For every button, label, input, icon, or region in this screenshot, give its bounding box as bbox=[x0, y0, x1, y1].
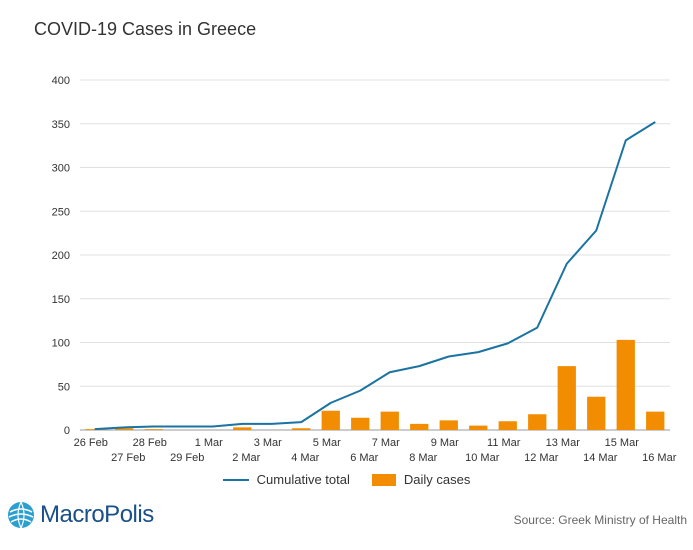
x-tick-label: 5 Mar bbox=[313, 437, 341, 449]
daily-bar[interactable] bbox=[557, 366, 576, 430]
chart-title: COVID-19 Cases in Greece bbox=[34, 19, 257, 39]
cumulative-line[interactable] bbox=[94, 121, 656, 431]
daily-bar[interactable] bbox=[616, 339, 635, 430]
x-tick-label: 28 Feb bbox=[133, 437, 167, 449]
x-tick-label: 15 Mar bbox=[605, 437, 640, 449]
daily-bar[interactable] bbox=[469, 425, 488, 430]
daily-bar[interactable] bbox=[380, 411, 399, 430]
daily-bar[interactable] bbox=[144, 429, 163, 430]
daily-bar[interactable] bbox=[498, 421, 517, 430]
daily-bar[interactable] bbox=[439, 420, 458, 430]
legend-label-cumulative: Cumulative total bbox=[256, 472, 350, 487]
daily-bar[interactable] bbox=[85, 429, 104, 430]
source-note: Source: Greek Ministry of Health bbox=[513, 513, 687, 527]
bars-layer bbox=[85, 339, 665, 430]
x-tick-label: 6 Mar bbox=[350, 452, 378, 464]
daily-bar[interactable] bbox=[233, 427, 252, 430]
x-tick-label: 14 Mar bbox=[583, 452, 618, 464]
y-tick-label: 150 bbox=[52, 294, 70, 306]
x-tick-label: 8 Mar bbox=[409, 452, 437, 464]
y-tick-label: 300 bbox=[52, 163, 70, 175]
daily-bar[interactable] bbox=[115, 428, 134, 430]
x-tick-label: 26 Feb bbox=[74, 437, 108, 449]
x-tick-label: 7 Mar bbox=[372, 437, 400, 449]
x-tick-label: 2 Mar bbox=[232, 452, 260, 464]
x-tick-label: 1 Mar bbox=[195, 437, 223, 449]
x-tick-label: 12 Mar bbox=[524, 452, 559, 464]
legend-item-daily[interactable]: Daily cases bbox=[371, 472, 471, 487]
legend-line-swatch bbox=[222, 478, 249, 481]
y-tick-label: 400 bbox=[52, 75, 70, 87]
daily-bar[interactable] bbox=[410, 423, 429, 430]
x-tick-label: 9 Mar bbox=[431, 437, 459, 449]
x-tick-label: 3 Mar bbox=[254, 437, 282, 449]
daily-bar[interactable] bbox=[292, 428, 311, 430]
y-tick-label: 200 bbox=[52, 250, 70, 262]
legend-label-daily: Daily cases bbox=[403, 472, 471, 487]
line-layer bbox=[94, 121, 656, 431]
daily-bar[interactable] bbox=[646, 411, 665, 430]
x-tick-label: 10 Mar bbox=[465, 452, 500, 464]
y-tick-label: 350 bbox=[52, 119, 70, 131]
daily-bar[interactable] bbox=[587, 396, 606, 430]
x-tick-label: 4 Mar bbox=[291, 452, 319, 464]
x-tick-label: 13 Mar bbox=[546, 437, 581, 449]
macropolis-logo: MacroPolis bbox=[6, 500, 154, 530]
logo-text: MacroPolis bbox=[40, 501, 154, 528]
daily-bar[interactable] bbox=[351, 417, 370, 430]
legend: Cumulative total Daily cases bbox=[0, 472, 693, 487]
y-tick-label: 100 bbox=[52, 338, 70, 350]
grid-layer bbox=[80, 79, 670, 431]
legend-item-cumulative[interactable]: Cumulative total bbox=[222, 472, 350, 487]
y-tick-label: 0 bbox=[64, 425, 70, 437]
x-tick-label: 16 Mar bbox=[642, 452, 677, 464]
x-tick-label: 29 Feb bbox=[170, 452, 204, 464]
y-tick-label: 50 bbox=[58, 381, 70, 393]
daily-bar[interactable] bbox=[321, 410, 340, 430]
x-tick-label: 11 Mar bbox=[487, 437, 521, 449]
globe-icon bbox=[8, 501, 34, 529]
y-tick-label: 250 bbox=[52, 206, 70, 218]
legend-bar-swatch bbox=[371, 473, 396, 486]
daily-bar[interactable] bbox=[528, 414, 547, 430]
x-tick-label: 27 Feb bbox=[111, 452, 145, 464]
